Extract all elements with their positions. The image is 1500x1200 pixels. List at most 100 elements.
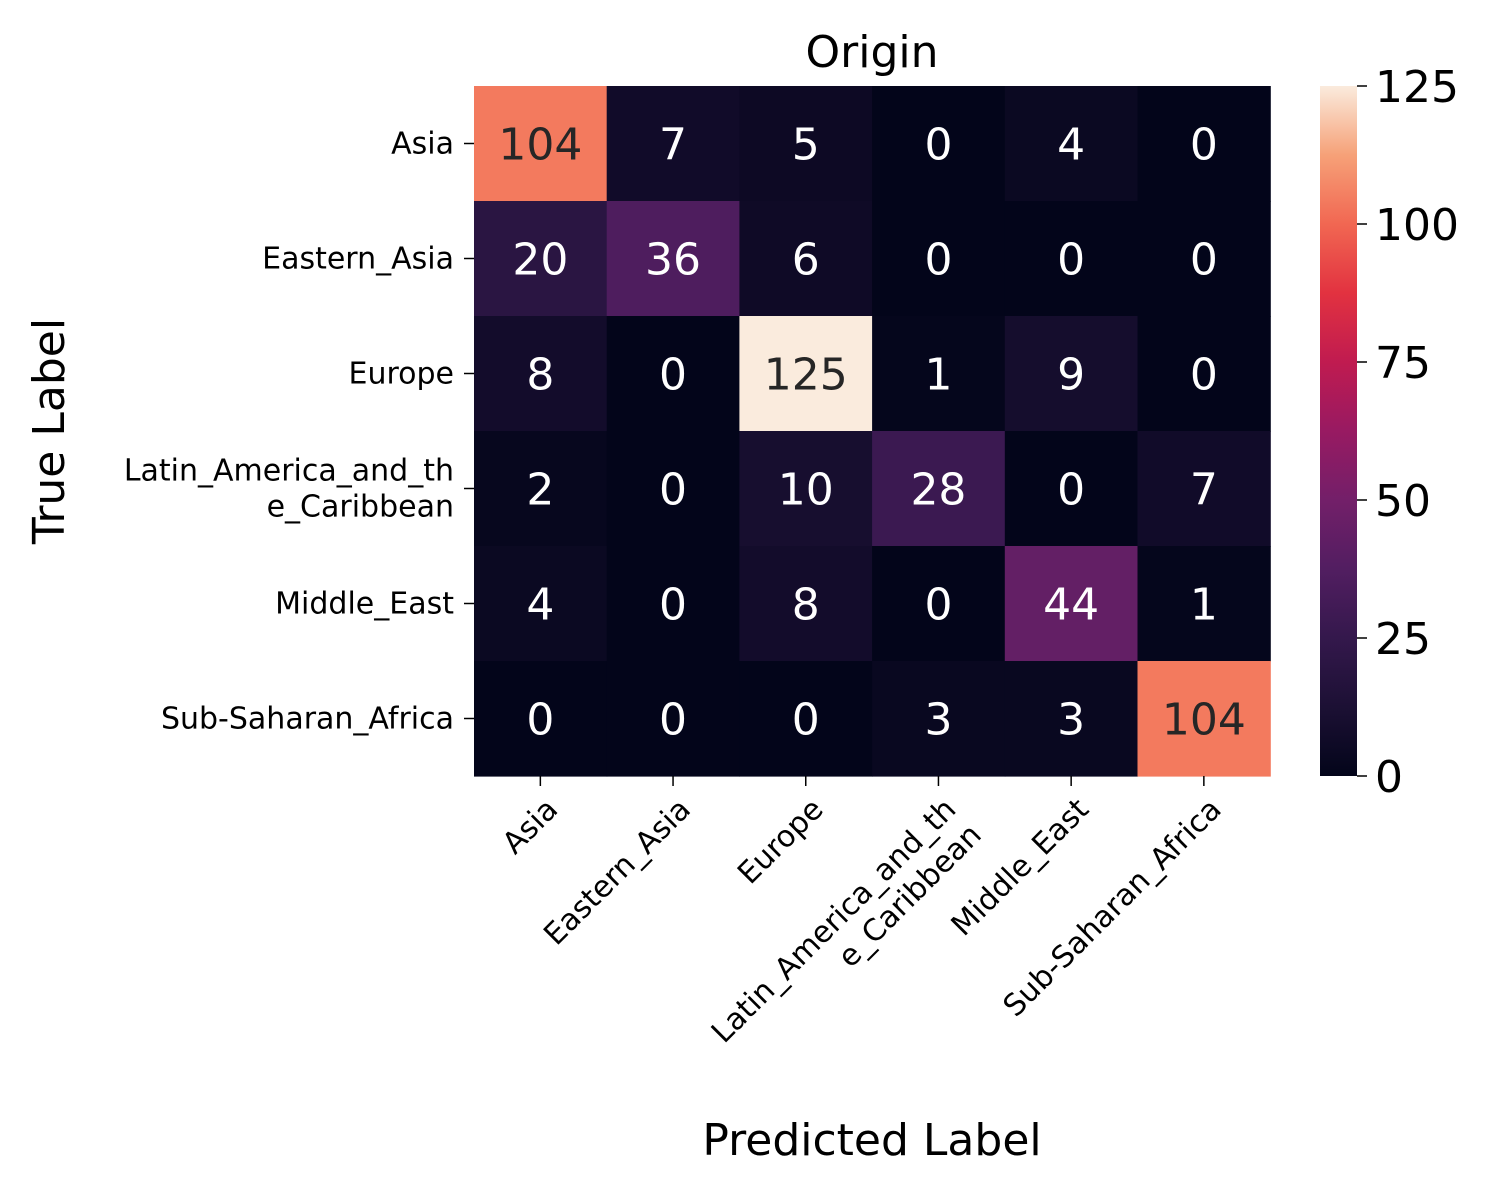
heatmap-cell — [739, 546, 873, 662]
heatmap-cell — [606, 316, 740, 432]
cell-value-label: 0 — [924, 580, 952, 631]
cell-value-label: 0 — [659, 350, 687, 401]
cell-value-labels: 104 7 5 0 4 020 36 6 0 0 08 0 125 1 9 02 0 10 28 0 74 0 8 0 44 10… — [498, 120, 1245, 746]
cell-value-label: 0 — [1057, 465, 1085, 516]
colorbar-tick-label: 25 — [1375, 614, 1431, 665]
cell-value-label: 0 — [1190, 350, 1218, 401]
heatmap-cell — [606, 431, 740, 547]
heatmap-cell — [739, 431, 873, 547]
chart-title: Origin — [806, 27, 939, 78]
cell-value-label: 20 — [512, 235, 568, 286]
colorbar-tick-label: 50 — [1375, 476, 1431, 527]
cell-value-label: 0 — [1190, 235, 1218, 286]
colorbar-gradient — [1320, 86, 1357, 776]
cell-value-label: 0 — [659, 695, 687, 746]
heatmap-cell — [872, 86, 1006, 202]
cell-value-label: 0 — [924, 120, 952, 171]
heatmap-cell — [474, 316, 608, 432]
heatmap-cell — [1137, 86, 1271, 202]
heatmap-cell — [1137, 546, 1271, 662]
cell-value-label: 0 — [659, 580, 687, 631]
x-axis-label: Predicted Label — [702, 1115, 1041, 1166]
cell-value-label: 1 — [1190, 580, 1218, 631]
cell-value-label: 0 — [526, 695, 554, 746]
cell-value-label: 28 — [910, 465, 966, 516]
y-tick-label: Middle_East — [275, 587, 454, 622]
cell-value-label: 2 — [526, 465, 554, 516]
heatmap-cell — [872, 546, 1006, 662]
y-tick-label: Asia — [391, 127, 454, 162]
heatmap-cells — [474, 86, 1271, 777]
heatmap-cell — [872, 431, 1006, 547]
cell-value-label: 44 — [1043, 580, 1099, 631]
heatmap-cell — [474, 86, 608, 202]
cell-value-label: 3 — [1057, 695, 1085, 746]
cell-value-label: 6 — [792, 235, 820, 286]
heatmap-cell — [606, 86, 740, 202]
heatmap-cell — [1137, 316, 1271, 432]
colorbar-tick-label: 125 — [1375, 62, 1459, 113]
colorbar-tick-label: 100 — [1375, 200, 1459, 251]
heatmap-cell — [606, 661, 740, 777]
cell-value-label: 8 — [526, 350, 554, 401]
cell-value-label: 0 — [659, 465, 687, 516]
cell-value-label: 1 — [924, 350, 952, 401]
heatmap-cell — [1004, 431, 1139, 547]
heatmap-cell — [872, 316, 1006, 432]
x-tick-label: Sub-Saharan_Africa — [997, 792, 1229, 1024]
cell-value-label: 125 — [764, 350, 848, 401]
y-tick-label: Sub-Saharan_Africa — [161, 702, 454, 737]
heatmap-cell — [1137, 431, 1271, 547]
colorbar: 0 25 50 75 100 125 — [1320, 62, 1459, 803]
cell-value-label: 0 — [1190, 120, 1218, 171]
heatmap-cell — [739, 201, 873, 317]
cell-value-label: 36 — [645, 235, 701, 286]
cell-value-label: 5 — [792, 120, 820, 171]
heatmap-cell — [872, 661, 1006, 777]
x-tick-label: Middle_East — [945, 792, 1096, 943]
heatmap-cell — [872, 201, 1006, 317]
heatmap-cell — [1137, 661, 1271, 777]
heatmap-cell — [739, 316, 873, 432]
cell-value-label: 10 — [778, 465, 834, 516]
heatmap-cell — [606, 546, 740, 662]
heatmap-cell — [1137, 201, 1271, 317]
cell-value-label: 7 — [1190, 465, 1218, 516]
colorbar-tick-label: 75 — [1375, 338, 1431, 389]
heatmap-cell — [606, 201, 740, 317]
heatmap-cell — [739, 661, 873, 777]
y-axis-label: True Label — [24, 318, 75, 545]
colorbar-ticks: 0 25 50 75 100 125 — [1357, 62, 1459, 803]
x-tick-label: Latin_America_and_the_Caribbean — [705, 792, 989, 1076]
heatmap-cell — [474, 201, 608, 317]
y-axis-ticks: Asia Eastern_Asia Europe Latin_America_and_… — [124, 127, 474, 737]
heatmap-cell — [1004, 86, 1139, 202]
cell-value-label: 104 — [498, 120, 582, 171]
cell-value-label: 8 — [792, 580, 820, 631]
cell-value-label: 104 — [1162, 695, 1246, 746]
heatmap-cell — [1004, 316, 1139, 432]
y-tick-label: Eastern_Asia — [262, 242, 454, 277]
cell-value-label: 4 — [526, 580, 554, 631]
cell-value-label: 9 — [1057, 350, 1085, 401]
heatmap-cell — [474, 546, 608, 662]
y-tick-label: Latin_America_and_th e_Caribbean — [124, 454, 454, 525]
x-tick-label: Europe — [731, 792, 830, 891]
heatmap-cell — [739, 86, 873, 202]
heatmap-cell — [474, 431, 608, 547]
cell-value-label: 0 — [1057, 235, 1085, 286]
heatmap-cell — [1004, 661, 1139, 777]
cell-value-label: 4 — [1057, 120, 1085, 171]
y-tick-label: Europe — [349, 357, 455, 392]
cell-value-label: 7 — [659, 120, 687, 171]
colorbar-tick-label: 0 — [1375, 752, 1403, 803]
cell-value-label: 0 — [792, 695, 820, 746]
heatmap-cell — [1004, 546, 1139, 662]
heatmap-cell — [1004, 201, 1139, 317]
cell-value-label: 3 — [924, 695, 952, 746]
cell-value-label: 0 — [924, 235, 952, 286]
x-tick-label: Asia — [496, 792, 565, 861]
heatmap-cell — [474, 661, 608, 777]
